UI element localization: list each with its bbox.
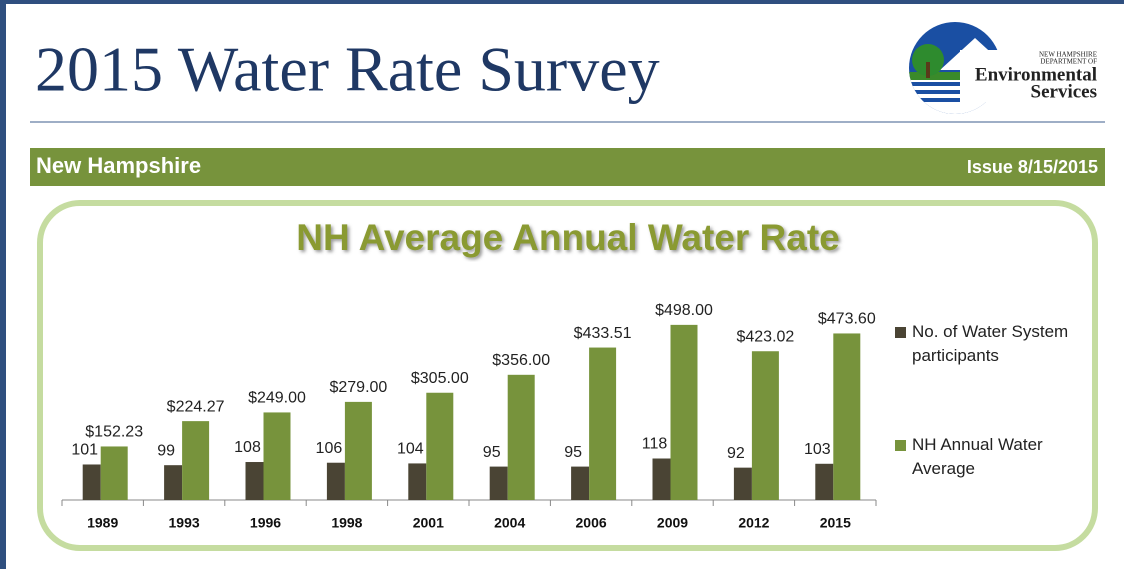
legend-entry: NH Annual Water Average [912, 435, 1043, 478]
bar [164, 465, 183, 500]
data-label: 101 [71, 442, 98, 459]
banner [30, 148, 1105, 186]
data-label: $473.60 [818, 311, 876, 328]
data-label: $356.00 [492, 352, 550, 369]
data-label: 95 [564, 444, 582, 461]
data-label: $224.27 [167, 398, 225, 415]
x-tick-label: 2015 [820, 515, 851, 531]
bar [589, 347, 617, 500]
data-label: 99 [157, 442, 175, 459]
x-tick-label: 1993 [169, 515, 200, 531]
x-tick-label: 1996 [250, 515, 281, 531]
bar [326, 462, 345, 500]
banner-right: Issue 8/15/2015 [967, 157, 1098, 177]
bar [100, 446, 128, 500]
data-label: $279.00 [329, 379, 387, 396]
bar [182, 421, 210, 500]
data-label: 92 [727, 445, 745, 462]
legend-swatch [895, 440, 906, 451]
data-label: 103 [804, 441, 831, 458]
chart-frame [37, 200, 1098, 551]
data-label: 104 [397, 441, 424, 458]
banner-left: New Hampshire [36, 153, 201, 178]
logo-text: DEPARTMENT OF [1040, 58, 1097, 66]
bar [263, 412, 291, 500]
chart-title: NH Average Annual Water Rate [296, 217, 839, 258]
bar [489, 466, 508, 500]
bar [833, 333, 861, 500]
x-tick-label: 2012 [738, 515, 769, 531]
page-title: 2015 Water Rate Survey [35, 34, 660, 105]
bar [82, 464, 101, 500]
data-label: 95 [483, 444, 501, 461]
logo-text: Environmental [975, 64, 1097, 85]
data-label: 106 [316, 440, 343, 457]
logo-backdrop [960, 50, 1100, 102]
left-border [0, 0, 6, 569]
x-tick-label: 2001 [413, 515, 444, 531]
data-label: $423.02 [736, 328, 794, 345]
x-tick-label: 1989 [87, 515, 118, 531]
legend-entry: No. of Water System participants [912, 322, 1069, 365]
legend-swatch [895, 327, 906, 338]
bar [408, 463, 427, 500]
bar [426, 392, 454, 500]
x-tick-label: 2006 [576, 515, 607, 531]
bar [815, 463, 834, 500]
bar [652, 458, 671, 500]
data-label: $152.23 [85, 424, 143, 441]
data-label: 108 [234, 439, 261, 456]
x-tick-label: 1998 [331, 515, 362, 531]
bar [733, 467, 752, 500]
bar [751, 351, 779, 500]
bar [344, 401, 372, 500]
data-label: $433.51 [574, 325, 632, 342]
data-label: $305.00 [411, 370, 469, 387]
data-label: $498.00 [655, 302, 713, 319]
data-label: $249.00 [248, 390, 306, 407]
bar [571, 466, 590, 500]
logo-text: NEW HAMPSHIRE [1039, 51, 1097, 59]
bar [670, 324, 698, 500]
x-tick-label: 2009 [657, 515, 688, 531]
data-label: 118 [642, 436, 668, 453]
top-border [0, 0, 1124, 4]
bar [507, 374, 535, 500]
bar [245, 462, 264, 500]
x-tick-label: 2004 [494, 515, 525, 531]
logo-text: Services [1031, 81, 1097, 102]
